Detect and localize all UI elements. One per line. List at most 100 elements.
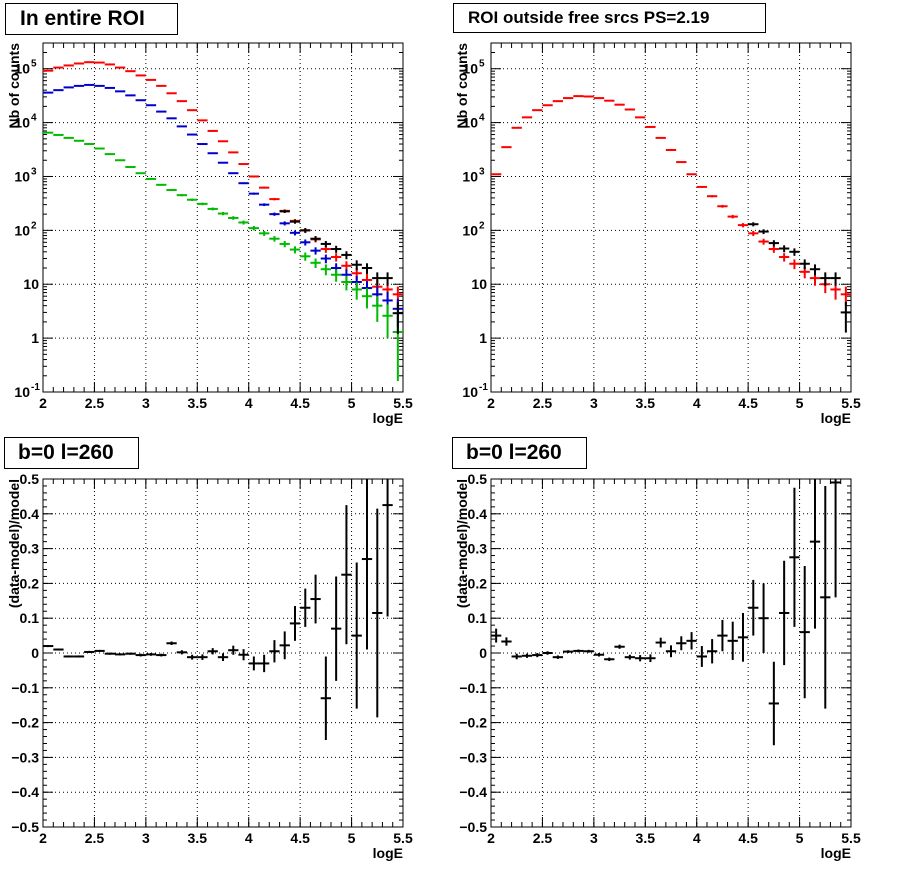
data-point: [768, 240, 779, 247]
data-point: [238, 163, 249, 166]
data-point: [604, 657, 615, 662]
data-point: [269, 212, 280, 216]
data-point: [259, 203, 270, 207]
y-tick-exponent: 3: [31, 166, 37, 177]
y-tick-label: 10: [23, 276, 39, 292]
data-point: [372, 508, 383, 718]
data-point: [289, 219, 301, 224]
data-point: [279, 221, 290, 226]
x-tick-label: 4: [693, 395, 701, 411]
data-point: [511, 126, 522, 129]
data-point: [840, 301, 851, 333]
data-point: [289, 606, 301, 641]
x-tick-label: 4: [693, 830, 701, 846]
x-tick-label: 2: [487, 830, 495, 846]
x-tick-label: 2: [39, 395, 47, 411]
x-tick-label: 5: [348, 830, 356, 846]
data-point: [259, 654, 270, 673]
y-tick-label: 0.1: [468, 610, 488, 626]
data-point: [269, 197, 280, 201]
data-point: [532, 653, 543, 658]
data-point: [737, 612, 749, 662]
data-point: [217, 211, 229, 216]
data-point: [269, 640, 280, 663]
y-tick-exponent: 4: [479, 113, 485, 124]
data-point: [491, 628, 502, 643]
data-point: [166, 641, 177, 645]
data-point: [645, 654, 656, 663]
data-point: [696, 185, 707, 188]
data-point: [310, 236, 321, 242]
y-tick-label: 10: [14, 168, 30, 184]
title-top-left: In entire ROI: [5, 3, 178, 35]
data-point: [341, 251, 352, 260]
data-point: [789, 259, 800, 270]
data-point: [382, 304, 393, 339]
data-point: [248, 656, 259, 671]
data-point: [320, 656, 331, 740]
plot-frame: [42, 478, 404, 828]
x-tick-label: 4.5: [290, 830, 310, 846]
y-tick-exponent: 5: [31, 59, 37, 70]
x-tick-label: 3.5: [636, 395, 656, 411]
x-tick-label: 2.5: [85, 395, 105, 411]
y-tick-label: 0.3: [468, 541, 488, 557]
y-tick-label: 10: [462, 384, 478, 400]
y-tick-label: −0.4: [459, 784, 487, 800]
y-tick-label: 1: [479, 330, 487, 346]
data-point: [676, 636, 687, 651]
y-tick-label: 10: [14, 61, 30, 77]
y-tick-exponent: 3: [479, 166, 485, 177]
data-point: [217, 140, 229, 143]
data-point: [351, 260, 362, 271]
data-point: [125, 165, 136, 168]
data-point: [779, 253, 790, 262]
x-tick-label: 5: [348, 395, 356, 411]
data-point: [238, 220, 249, 225]
data-point: [341, 275, 352, 291]
y-tick-label: 10: [471, 276, 487, 292]
y-tick-label: −0.1: [459, 680, 487, 696]
data-point: [310, 247, 321, 255]
title-top-right: ROI outside free srcs PS=2.19: [453, 3, 766, 33]
y-axis-label: (data-model)/model: [6, 479, 22, 608]
x-tick-label: 3: [142, 395, 150, 411]
data-point: [289, 246, 301, 254]
data-point: [779, 560, 790, 666]
data-point: [248, 192, 259, 195]
data-point: [727, 621, 738, 660]
data-point: [176, 194, 187, 197]
x-tick-label: 4.5: [738, 395, 758, 411]
data-point: [259, 230, 270, 236]
y-tick-exponent: 2: [479, 220, 485, 231]
data-point: [300, 228, 311, 233]
data-point: [228, 645, 239, 655]
data-point: [217, 161, 229, 164]
x-tick-label: 3.5: [636, 830, 656, 846]
y-tick-label: 10: [462, 61, 478, 77]
y-tick-label: 10: [462, 222, 478, 238]
data-point: [351, 282, 362, 300]
data-point: [207, 152, 218, 155]
y-tick-label: −0.2: [459, 715, 487, 731]
data-point: [73, 139, 85, 142]
data-point: [372, 272, 383, 286]
data-point: [573, 649, 584, 653]
data-point: [187, 654, 198, 660]
x-tick-label: 3: [142, 830, 150, 846]
y-axis-label: Nb of counts: [6, 43, 22, 129]
x-axis-label: logE: [821, 410, 851, 426]
x-tick-label: 5: [796, 395, 804, 411]
series-1: [748, 222, 851, 333]
data-point: [779, 245, 790, 253]
y-tick-label: −0.5: [11, 819, 39, 835]
data-point: [655, 136, 666, 139]
data-point: [104, 153, 115, 156]
y-tick-label: 0.2: [20, 575, 40, 591]
data-point: [521, 653, 533, 658]
data-point: [279, 240, 290, 248]
series-0: [491, 479, 841, 746]
data-point: [228, 151, 239, 154]
data-point: [320, 240, 331, 248]
data-point: [511, 653, 522, 660]
